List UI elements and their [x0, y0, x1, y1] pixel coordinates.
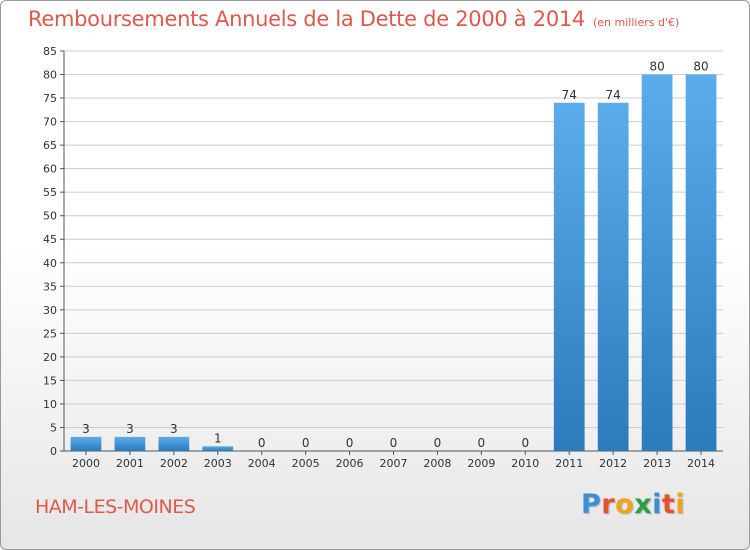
y-tick-label: 80 — [43, 69, 57, 82]
x-tick-label: 2010 — [511, 457, 539, 470]
y-tick-label: 20 — [43, 351, 57, 364]
x-tick-label: 2011 — [555, 457, 583, 470]
bar-value-label: 3 — [82, 422, 90, 436]
y-tick-label: 30 — [43, 304, 57, 317]
y-tick-label: 0 — [50, 445, 57, 458]
bar-value-label: 0 — [434, 436, 442, 450]
brand-letter: x — [634, 489, 653, 520]
brand-letter: o — [615, 489, 635, 520]
brand-letter: i — [675, 489, 686, 520]
bar-value-label: 1 — [214, 431, 222, 445]
x-tick-label: 2001 — [116, 457, 144, 470]
y-tick-label: 5 — [50, 421, 57, 434]
bar — [70, 436, 102, 451]
bar-value-label: 0 — [302, 436, 310, 450]
bar — [202, 446, 234, 451]
bar — [597, 102, 629, 451]
bar-value-label: 80 — [693, 60, 708, 74]
bar-value-label: 80 — [649, 60, 664, 74]
x-tick-label: 2014 — [687, 457, 715, 470]
bar-value-label: 0 — [478, 436, 486, 450]
x-tick-label: 2000 — [72, 457, 100, 470]
bars — [70, 74, 717, 451]
bar-value-label: 3 — [170, 422, 178, 436]
chart-title: Remboursements Annuels de la Dette de 20… — [28, 7, 680, 31]
x-tick-label: 2012 — [599, 457, 627, 470]
y-tick-label: 25 — [43, 327, 57, 340]
brand-letter: t — [661, 489, 676, 520]
y-tick-label: 45 — [43, 233, 57, 246]
labels: 0510152025303540455055606570758085320003… — [43, 45, 715, 470]
x-tick-label: 2005 — [292, 457, 320, 470]
y-tick-label: 15 — [43, 374, 57, 387]
bar-value-label: 0 — [258, 436, 266, 450]
bar — [114, 436, 146, 451]
bar-value-label: 3 — [126, 422, 134, 436]
y-tick-label: 10 — [43, 398, 57, 411]
bar — [553, 102, 585, 451]
y-tick-label: 60 — [43, 163, 57, 176]
bar-value-label: 74 — [606, 88, 621, 102]
bar — [641, 74, 673, 451]
bar-value-label: 0 — [521, 436, 529, 450]
x-tick-label: 2002 — [160, 457, 188, 470]
x-tick-label: 2007 — [380, 457, 408, 470]
bar-value-label: 0 — [346, 436, 354, 450]
proxiti-logo: Proxiti — [581, 489, 685, 520]
bar — [685, 74, 717, 451]
y-tick-label: 65 — [43, 139, 57, 152]
x-tick-label: 2003 — [204, 457, 232, 470]
y-tick-label: 50 — [43, 210, 57, 223]
y-tick-label: 35 — [43, 280, 57, 293]
y-tick-label: 55 — [43, 186, 57, 199]
bar — [158, 436, 190, 451]
brand-letter: i — [652, 489, 662, 520]
chart-unit: (en milliers d'€) — [593, 16, 680, 29]
bar-value-label: 74 — [562, 88, 577, 102]
brand-letter: P — [581, 489, 602, 520]
brand-letter: r — [601, 489, 616, 520]
commune-name: HAM-LES-MOINES — [35, 496, 196, 518]
x-tick-label: 2008 — [423, 457, 451, 470]
x-tick-label: 2009 — [467, 457, 495, 470]
y-tick-label: 40 — [43, 257, 57, 270]
bar-value-label: 0 — [390, 436, 398, 450]
x-tick-label: 2006 — [336, 457, 364, 470]
y-tick-label: 85 — [43, 45, 57, 58]
y-tick-label: 75 — [43, 92, 57, 105]
x-tick-label: 2004 — [248, 457, 276, 470]
x-tick-label: 2013 — [643, 457, 671, 470]
y-tick-label: 70 — [43, 116, 57, 129]
